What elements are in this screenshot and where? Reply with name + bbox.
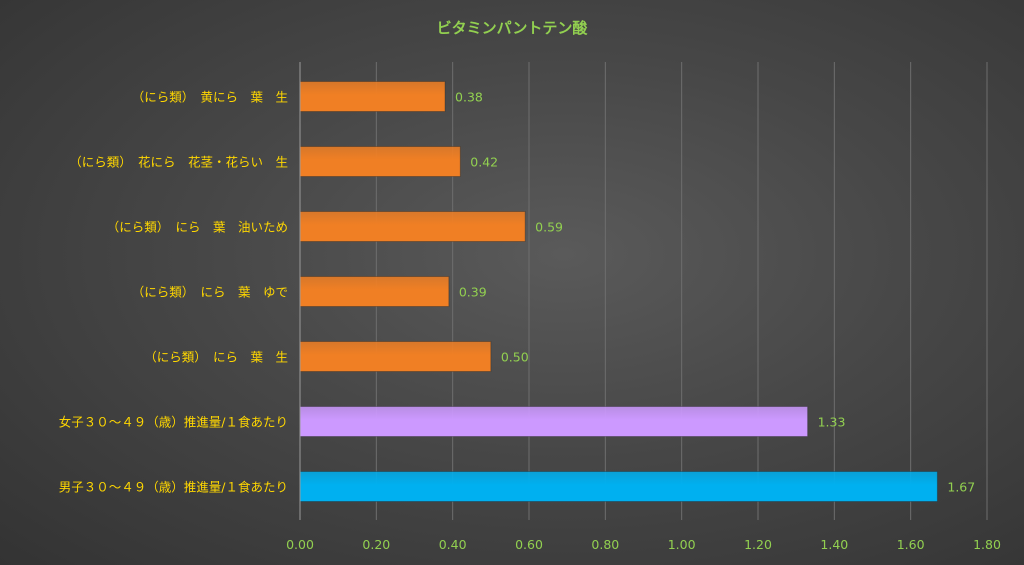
value-label: 0.39 xyxy=(459,285,487,300)
value-label: 0.38 xyxy=(455,90,483,105)
bar xyxy=(299,146,461,177)
category-label: （にら類） 花にら 花茎・花らい 生 xyxy=(69,155,288,170)
category-label: （にら類） にら 葉 油いため xyxy=(107,220,288,235)
value-label: 1.67 xyxy=(947,480,975,495)
bar xyxy=(299,276,450,307)
bar xyxy=(299,471,938,502)
bar xyxy=(299,341,492,372)
value-label: 0.42 xyxy=(470,155,498,170)
x-tick-label: 1.20 xyxy=(744,537,772,552)
value-labels: 0.38 0.42 0.59 0.39 0.50 1.33 1.67 xyxy=(455,90,975,495)
value-label: 0.50 xyxy=(501,350,529,365)
x-tick-label: 0.60 xyxy=(515,537,543,552)
category-label: （にら類） 黄にら 葉 生 xyxy=(132,90,288,105)
x-tick-label: 1.00 xyxy=(668,537,696,552)
category-label: （にら類） にら 葉 ゆで xyxy=(132,285,288,300)
value-label: 0.59 xyxy=(535,220,563,235)
x-tick-label: 0.20 xyxy=(362,537,390,552)
x-tick-label: 1.60 xyxy=(897,537,925,552)
bar xyxy=(299,211,526,242)
grid-lines xyxy=(375,62,988,520)
value-label: 1.33 xyxy=(818,415,846,430)
category-labels: （にら類） 黄にら 葉 生 （にら類） 花にら 花茎・花らい 生 （にら類） にら … xyxy=(59,90,288,495)
bars xyxy=(299,81,938,502)
x-tick-label: 0.40 xyxy=(439,537,467,552)
category-label: （にら類） にら 葉 生 xyxy=(144,350,288,365)
x-tick-label: 0.00 xyxy=(286,537,314,552)
x-tick-label: 0.80 xyxy=(591,537,619,552)
x-tick-label: 1.80 xyxy=(973,537,1001,552)
category-label: 女子３０～４９（歳）推進量/１食あたり xyxy=(59,415,288,430)
x-tick-labels: 0.00 0.20 0.40 0.60 0.80 1.00 1.20 1.40 1.60 1.80 xyxy=(286,537,1001,552)
bar xyxy=(299,406,809,437)
bar xyxy=(299,81,446,112)
category-label: 男子３０～４９（歳）推進量/１食あたり xyxy=(59,480,288,495)
x-tick-label: 1.40 xyxy=(820,537,848,552)
chart-title: ビタミンパントテン酸 xyxy=(437,19,589,37)
